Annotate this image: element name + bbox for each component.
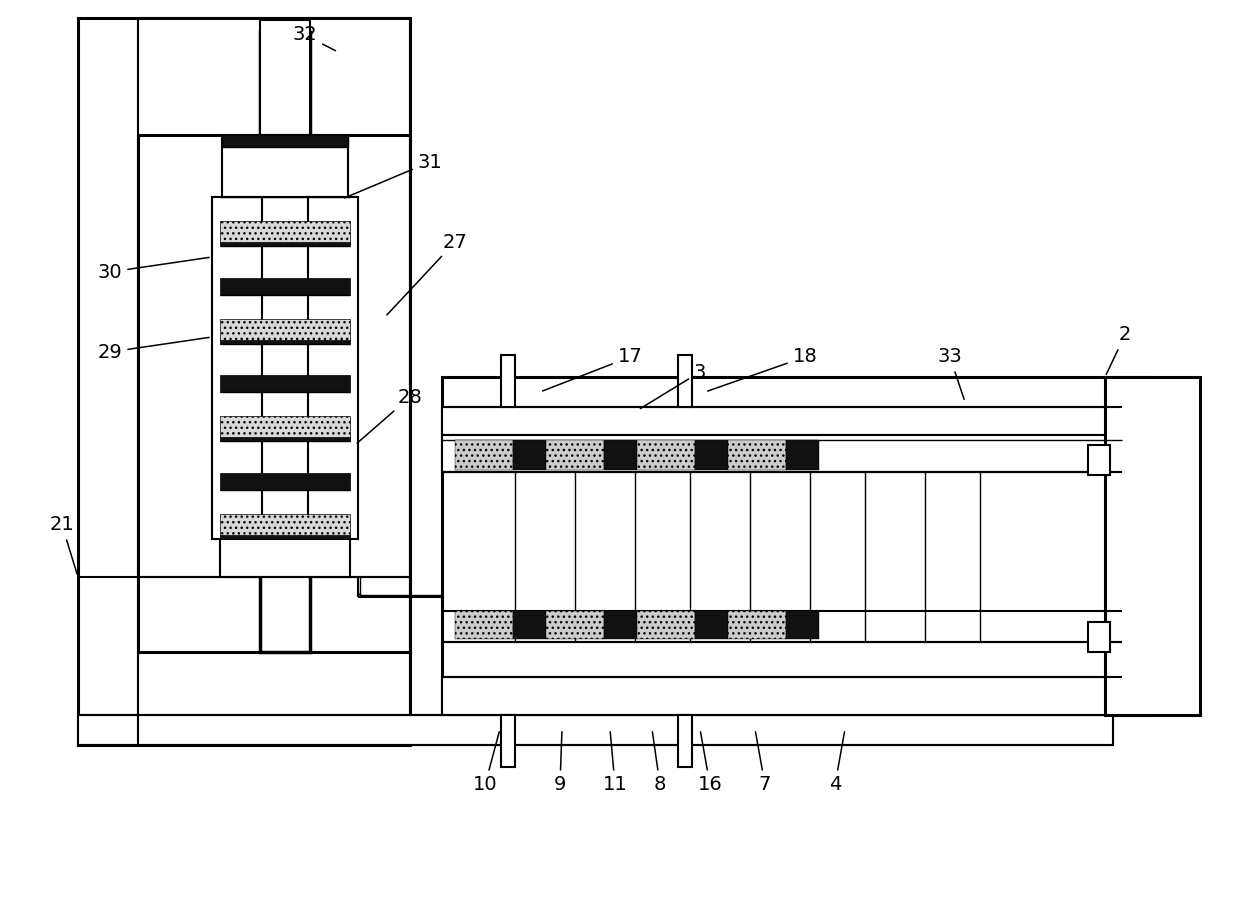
Bar — [138, 135, 410, 652]
Bar — [501, 355, 515, 407]
Text: 11: 11 — [603, 732, 627, 795]
Bar — [308, 197, 358, 539]
Text: 27: 27 — [387, 232, 467, 315]
Bar — [219, 437, 350, 442]
Bar — [441, 677, 1122, 715]
Bar — [219, 242, 350, 246]
Bar — [219, 416, 350, 438]
Bar — [546, 440, 604, 470]
Bar — [219, 339, 350, 344]
Text: 4: 4 — [828, 732, 844, 795]
Bar — [1087, 622, 1110, 652]
Bar — [694, 611, 728, 639]
Bar — [637, 440, 694, 470]
Bar — [219, 539, 350, 577]
Bar — [219, 535, 350, 539]
Bar — [219, 375, 350, 393]
Bar — [546, 611, 604, 639]
Text: 9: 9 — [554, 732, 567, 795]
Bar — [694, 440, 728, 470]
Bar — [219, 514, 350, 536]
Bar — [604, 611, 637, 639]
Bar — [219, 473, 350, 490]
Text: 8: 8 — [652, 732, 666, 795]
Text: 7: 7 — [755, 732, 771, 795]
Text: 3: 3 — [640, 363, 707, 408]
Bar — [455, 440, 513, 470]
Text: 10: 10 — [472, 732, 500, 795]
Text: 16: 16 — [698, 732, 723, 795]
Bar — [786, 611, 818, 639]
Text: 33: 33 — [937, 347, 965, 399]
Bar — [212, 197, 262, 539]
Bar — [513, 611, 546, 639]
Text: 2: 2 — [1106, 326, 1131, 375]
Text: 28: 28 — [357, 387, 423, 444]
Text: 17: 17 — [543, 347, 642, 391]
Bar — [222, 135, 348, 197]
Text: 18: 18 — [708, 347, 817, 391]
Bar — [604, 440, 637, 470]
Text: 21: 21 — [50, 515, 77, 574]
Bar — [501, 715, 515, 767]
Bar — [441, 407, 1122, 435]
Bar — [219, 278, 350, 295]
Bar — [1105, 377, 1200, 715]
Bar — [441, 377, 1149, 715]
Bar — [219, 318, 350, 340]
Bar — [78, 715, 1114, 745]
Bar — [728, 440, 786, 470]
Bar — [260, 20, 310, 135]
Text: 29: 29 — [98, 337, 210, 362]
Text: 32: 32 — [293, 25, 336, 51]
Bar — [260, 32, 310, 652]
Bar — [219, 221, 350, 243]
Bar — [678, 355, 692, 407]
Bar — [637, 611, 694, 639]
Bar — [78, 18, 410, 745]
Bar — [513, 440, 546, 470]
Bar — [678, 715, 692, 767]
Bar — [455, 611, 513, 639]
Bar — [1087, 445, 1110, 475]
Bar — [786, 440, 818, 470]
Bar — [222, 135, 348, 147]
Bar — [728, 611, 786, 639]
Text: 30: 30 — [98, 258, 210, 281]
Bar — [441, 435, 1122, 472]
Text: 31: 31 — [345, 152, 443, 198]
